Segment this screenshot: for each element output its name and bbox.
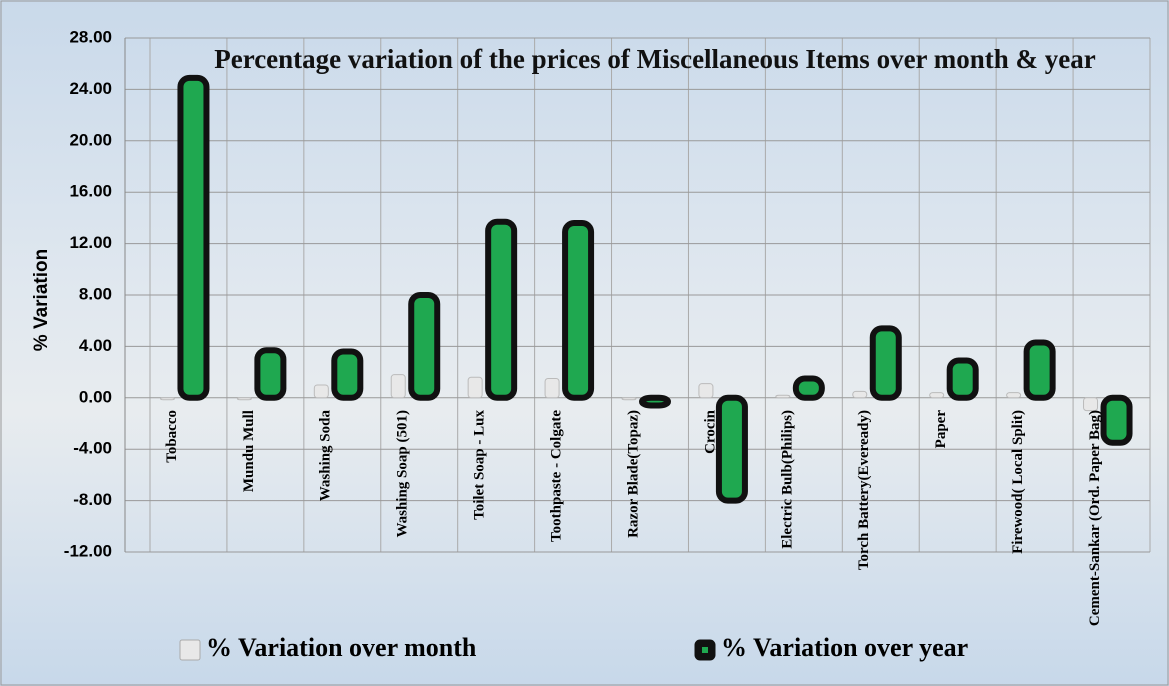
y-tick-label: 0.00 [79, 387, 112, 406]
legend-swatch [179, 639, 201, 661]
bar [159, 397, 175, 401]
bar [331, 348, 364, 401]
y-tick-label: 20.00 [69, 130, 112, 149]
legend-label: % Variation over month [206, 633, 477, 662]
bar [254, 347, 287, 401]
bar [1006, 392, 1022, 399]
legend-swatch-inner [702, 647, 708, 653]
x-tick-label: Toilet Soap - Lux [472, 410, 488, 520]
y-tick-label: 4.00 [79, 336, 112, 355]
bar [946, 357, 979, 401]
bar [698, 383, 714, 399]
bar [544, 378, 560, 399]
bar [639, 394, 671, 409]
chart-title: Percentage variation of the prices of Mi… [214, 44, 1096, 74]
bar [177, 74, 210, 401]
bar [236, 397, 252, 401]
x-tick-label: Toothpaste - Colgate [549, 410, 565, 542]
y-axis-label: % Variation [31, 249, 52, 351]
bar [408, 292, 441, 401]
bar [852, 390, 868, 399]
y-tick-label: -12.00 [64, 541, 112, 560]
y-tick-label: 8.00 [79, 284, 112, 303]
bar [1083, 397, 1099, 412]
bar [313, 384, 329, 399]
x-tick-label: Mundu Mull [241, 410, 257, 492]
bar [390, 374, 406, 399]
x-tick-label: Tobacco [164, 410, 180, 463]
x-tick-label: Paper [933, 410, 949, 449]
bar [467, 376, 483, 399]
x-tick-label: Washing Soap (501) [395, 410, 411, 538]
legend-label: % Variation over year [721, 633, 968, 662]
bar [621, 397, 637, 401]
x-tick-label: Razor Blade(Topaz) [625, 410, 641, 538]
x-tick-label: Washing Soda [318, 410, 334, 502]
y-tick-label: 16.00 [69, 182, 112, 201]
bar [562, 220, 595, 401]
bar [1023, 339, 1056, 401]
bar [715, 394, 748, 504]
bar [792, 375, 825, 401]
x-tick-label: Firewood( Local Split) [1010, 410, 1026, 554]
bar [929, 392, 945, 399]
x-tick-label: Cement-Sankar (Ord. Paper Bag) [1087, 410, 1103, 626]
y-tick-label: -4.00 [73, 439, 112, 458]
y-tick-label: 12.00 [69, 233, 112, 252]
x-tick-label: Crocin [702, 409, 718, 454]
y-tick-label: 24.00 [69, 79, 112, 98]
bar [1100, 394, 1133, 446]
bar [775, 394, 791, 399]
bar [869, 325, 902, 401]
x-tick-label: Torch Battery(Eveready) [856, 410, 872, 570]
bar [485, 218, 518, 401]
y-tick-label: 28.00 [69, 27, 112, 46]
x-tick-label: Electric Bulb(Philips) [779, 410, 795, 549]
y-tick-label: -8.00 [73, 490, 112, 509]
